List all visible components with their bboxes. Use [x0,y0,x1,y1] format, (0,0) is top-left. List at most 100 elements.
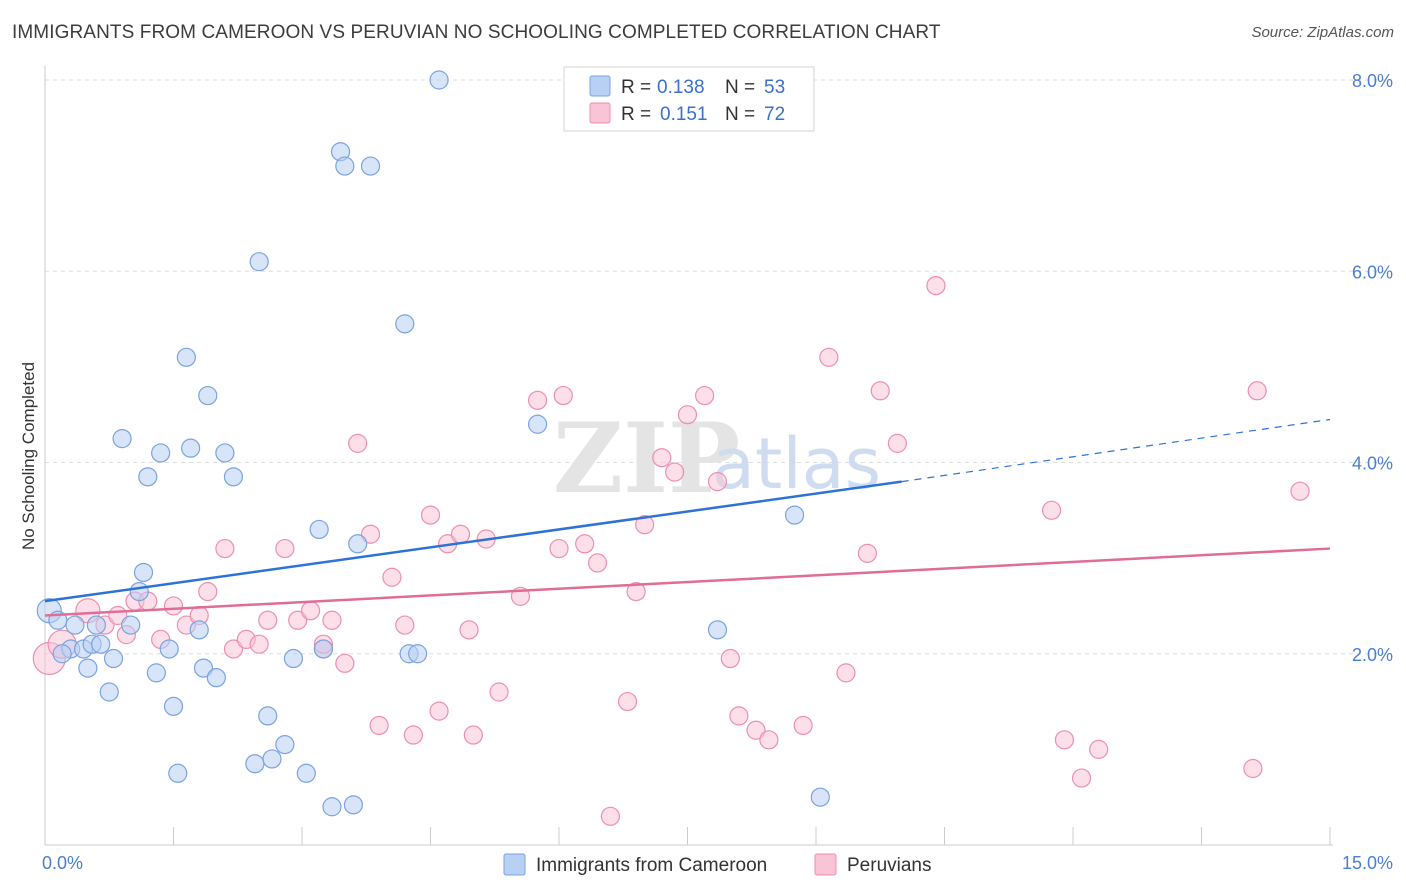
legend-n-value-0: 53 [764,77,785,98]
cameroon-point-52 [91,634,111,654]
legend-r-value-0: 0.138 [657,77,705,98]
peruvians-point-47 [635,515,655,535]
cameroon-point-29 [249,252,269,272]
cameroon-point-45 [408,644,428,664]
cameroon-point-26 [215,443,235,463]
peruvians-point-70 [1290,481,1310,501]
peruvians-point-58 [819,347,839,367]
peruvians-point-64 [1041,500,1062,520]
chart-source: Source: ZipAtlas.com [1251,24,1394,41]
peruvians-point-37 [489,682,509,702]
watermark: ZIP atlas [553,402,881,515]
cameroon-point-5 [78,658,98,678]
peruvians-point-31 [429,701,449,721]
peruvians-point-13 [215,538,235,559]
cameroon-point-41 [348,534,368,554]
peruvians-point-56 [759,730,779,750]
cameroon-point-50 [810,787,830,807]
peruvians-point-60 [857,543,878,563]
cameroon-point-18 [163,696,184,716]
cameroon-point-39 [335,156,355,176]
cameroon-point-42 [360,156,381,176]
cameroon-point-30 [258,706,278,726]
series-legend-label-cameroon: Immigrants from Cameroon [536,855,767,876]
peruvians-point-16 [249,634,269,654]
peruvians-point-39 [527,390,548,410]
cameroon-point-24 [198,385,218,406]
cameroon-point-43 [395,314,415,334]
peruvians-point-41 [553,385,573,406]
peruvians-point-50 [677,405,698,425]
y-tick-label-3: 8.0% [1352,71,1393,91]
cameroon-point-21 [181,438,201,458]
series-legend-swatch-cameroon [503,853,526,876]
x-tick-label-0: 0.0% [42,853,83,873]
trend-line-cameroon [44,480,902,603]
peruvians-point-68 [1243,758,1263,779]
cameroon-point-32 [275,734,295,755]
cameroon-point-12 [129,581,149,602]
peruvians-point-26 [369,715,389,736]
trend-line-peruvians [44,547,1331,617]
cameroon-point-19 [168,763,188,783]
cameroon-point-40 [343,795,363,815]
cameroon-point-17 [159,639,179,659]
peruvians-point-19 [288,610,308,630]
cameroon-point-48 [707,620,728,640]
peruvians-point-63 [926,275,946,296]
peruvians-point-53 [720,648,740,669]
peruvians-point-14 [223,639,244,659]
legend-r-label-0: R = [621,77,651,98]
peruvians-point-43 [587,553,608,573]
peruvians-point-33 [450,524,471,544]
peruvians-point-17 [258,610,278,630]
cameroon-point-3 [65,615,85,635]
series-peruvians [32,275,1310,826]
peruvians-point-46 [626,581,646,602]
trend-line-cameroon-extension [901,418,1331,483]
peruvians-point-49 [665,462,685,482]
cameroon-point-27 [223,467,244,487]
peruvians-point-52 [707,472,728,492]
peruvians-point-57 [793,715,813,736]
peruvians-point-25 [360,524,381,544]
cameroon-point-47 [527,414,548,434]
peruvians-point-30 [420,505,441,525]
peruvians-point-12 [198,581,218,602]
cameroon-point-35 [309,519,329,540]
peruvians-point-42 [575,534,595,554]
peruvians-point-24 [348,433,368,453]
peruvians-point-28 [395,615,415,635]
peruvians-point-20 [300,601,321,621]
peruvians-point-35 [463,725,483,745]
cameroon-point-14 [138,467,158,487]
y-axis-label: No Schooling Completed [19,362,38,550]
peruvians-point-51 [695,385,715,406]
legend-r-value-1: 0.151 [660,104,708,125]
peruvians-point-45 [617,691,638,712]
cameroon-point-16 [151,443,171,463]
correlation-legend: R = 0.138 N = 53 R = 0.151 N = 72 [563,66,815,132]
peruvians-point-69 [1247,381,1267,401]
peruvians-point-27 [382,567,402,587]
watermark-atlas: atlas [712,423,881,505]
legend-swatch-blue [589,75,611,97]
legend-swatch-pink [589,102,611,124]
axes [44,66,1333,846]
peruvians-point-23 [335,653,355,673]
cameroon-point-10 [112,428,132,449]
y-tick-label-0: 2.0% [1352,645,1393,665]
cameroon-point-8 [99,682,119,702]
peruvians-point-9 [163,596,184,616]
cameroon-point-28 [245,754,265,774]
tick-labels: 2.0% 4.0% 6.0% 8.0% 0.0% 15.0% [42,71,1393,873]
cameroon-point-9 [103,648,124,669]
peruvians-point-29 [403,725,423,745]
cameroon-point-13 [133,562,154,583]
x-tick-label-1: 15.0% [1342,853,1393,873]
series-legend-label-peruvians: Peruvians [847,855,932,876]
cameroon-point-7 [86,615,107,635]
cameroon-point-20 [176,347,196,367]
peruvians-point-66 [1071,768,1092,788]
